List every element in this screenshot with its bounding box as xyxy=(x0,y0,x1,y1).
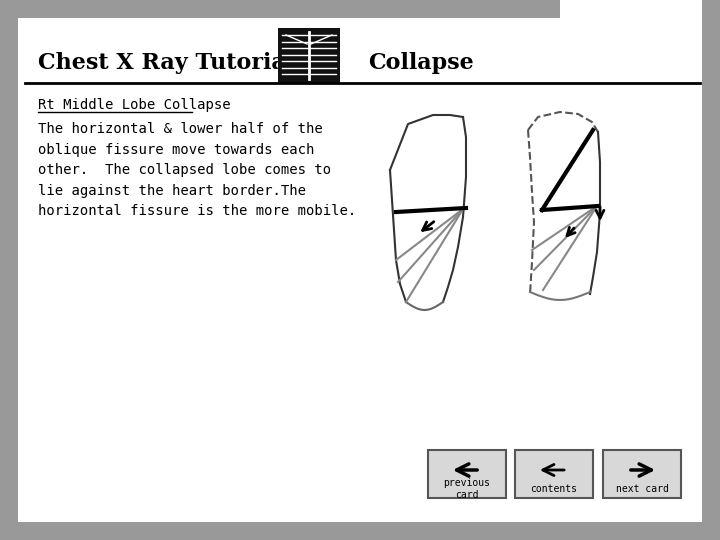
FancyBboxPatch shape xyxy=(515,450,593,498)
FancyBboxPatch shape xyxy=(18,18,702,522)
Text: The horizontal & lower half of the
oblique fissure move towards each
other.  The: The horizontal & lower half of the obliq… xyxy=(38,122,356,218)
FancyBboxPatch shape xyxy=(278,28,340,83)
Text: contents: contents xyxy=(531,484,577,494)
FancyBboxPatch shape xyxy=(560,0,702,22)
FancyBboxPatch shape xyxy=(603,450,681,498)
Text: previous
card: previous card xyxy=(444,478,490,500)
Text: Collapse: Collapse xyxy=(368,52,474,74)
Text: Chest X Ray Tutorial: Chest X Ray Tutorial xyxy=(38,52,294,74)
Text: Rt Middle Lobe Collapse: Rt Middle Lobe Collapse xyxy=(38,98,230,112)
FancyBboxPatch shape xyxy=(428,450,506,498)
Text: next card: next card xyxy=(616,484,668,494)
